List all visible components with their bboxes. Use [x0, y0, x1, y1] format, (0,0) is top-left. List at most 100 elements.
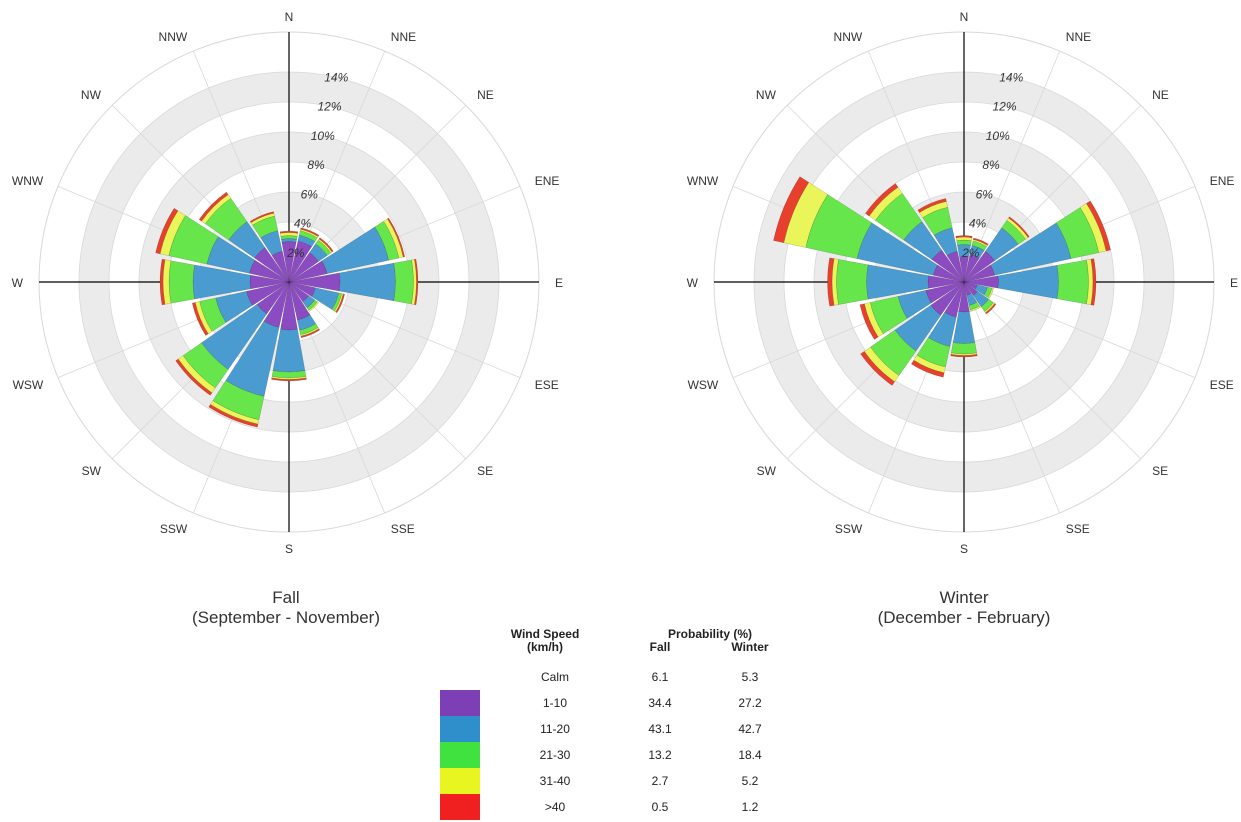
legend-color-swatch [440, 716, 480, 742]
wedge-ssw-31-40 [913, 354, 946, 374]
legend-row: >40 0.5 1.2 [430, 794, 790, 820]
wedge-nw-21-30 [874, 192, 923, 241]
wedge-ne-gt40 [318, 237, 334, 253]
wedge-e-gt40 [414, 258, 419, 306]
direction-label-e: E [1230, 276, 1238, 290]
legend-speed-cell: Calm [540, 670, 569, 684]
legend-winter-value: 18.4 [738, 748, 762, 762]
legend-speed-cell: 21-30 [539, 748, 571, 762]
wedge-nnw-11-20 [260, 230, 283, 256]
legend-row: 1-10 34.4 27.2 [430, 690, 790, 716]
wedge-ssw-gt40 [208, 404, 259, 428]
wedge-nnw-11-20 [933, 227, 958, 256]
legend-row: 21-30 13.2 18.4 [430, 742, 790, 768]
direction-label-wsw: WSW [13, 378, 44, 392]
wedge-nw-31-40 [868, 186, 903, 221]
direction-label-wnw: WNW [12, 174, 44, 188]
wedge-nw-31-40 [201, 194, 232, 225]
legend-row: 11-20 43.1 42.7 [430, 716, 790, 742]
wedge-ssw-gt40 [910, 359, 945, 378]
wedge-ene-gt40 [387, 217, 406, 258]
legend-fall-header: Fall [649, 640, 671, 654]
wedge-n-11-20 [957, 244, 971, 258]
radial-tick-label: 6% [976, 187, 994, 201]
wedge-nne-21-30 [971, 240, 988, 251]
wedge-sw-21-30 [182, 342, 229, 389]
wedge-nne-21-30 [298, 230, 318, 242]
direction-label-sw: SW [82, 464, 102, 478]
direction-label-w: W [687, 276, 699, 290]
wedge-nnw-gt40 [917, 198, 947, 213]
wedge-se-31-40 [308, 301, 319, 312]
direction-label-sse: SSE [1066, 522, 1090, 536]
wedge-wsw-31-40 [864, 302, 884, 338]
wedge-ene-21-30 [1055, 207, 1100, 259]
direction-spoke [963, 281, 1061, 514]
legend-fall-value: 2.7 [651, 774, 669, 788]
legend-color-swatch [440, 742, 480, 768]
wedge-sse-gt40 [300, 328, 321, 338]
legend-color-swatch [440, 794, 480, 820]
wedge-wnw-11-20 [856, 222, 938, 276]
winter-wind-rose: 2% 4% 6% 8% 10% 12% 14% N NNE NE ENE E ESE SE SSE S SSW S… [687, 10, 1238, 556]
wedge-s-31-40 [271, 376, 307, 380]
wedge-wsw-gt40 [859, 303, 879, 340]
legend-speed-header-line1: Wind Speed [510, 627, 580, 641]
wedge-ese-11-20 [975, 284, 988, 296]
legend-row: Calm 6.1 5.3 [430, 664, 790, 690]
direction-label-nnw: NNW [159, 30, 188, 44]
direction-label-nne: NNE [1066, 30, 1091, 44]
wedge-ssw-21-30 [916, 337, 951, 368]
wedge-sw-gt40 [175, 358, 213, 396]
direction-label-nw: NW [756, 88, 777, 102]
wedge-s-1-10 [280, 281, 298, 331]
direction-label-n: N [285, 10, 294, 24]
legend-winter-value: 5.3 [741, 670, 759, 684]
direction-label-sse: SSE [391, 522, 415, 536]
radial-tick-label: 2% [286, 246, 305, 260]
wedge-w-31-40 [162, 259, 172, 305]
direction-label-w: W [12, 276, 24, 290]
wedge-n-gt40 [955, 235, 973, 239]
wedge-n-31-40 [279, 232, 299, 237]
wedge-wsw-21-30 [869, 296, 908, 335]
wedge-wnw-31-40 [159, 210, 186, 257]
direction-label-e: E [555, 276, 563, 290]
wedge-nw-gt40 [198, 191, 229, 222]
legend-winter-value: 27.2 [738, 696, 762, 710]
wedge-sse-31-40 [969, 305, 981, 312]
direction-label-ene: ENE [1210, 174, 1235, 188]
direction-label-se: SE [1152, 464, 1168, 478]
direction-label-wsw: WSW [688, 378, 719, 392]
wedge-w-gt40 [827, 257, 835, 307]
legend-speed-header: Wind Speed (km/h) [485, 628, 605, 654]
wedge-nw-11-20 [903, 221, 943, 261]
direction-spoke [288, 281, 467, 460]
legend-winter-value: 5.2 [741, 774, 759, 788]
winter-rose-caption: Winter (December - February) [784, 588, 1144, 628]
radial-tick-label: 10% [986, 129, 1010, 143]
direction-label-s: S [960, 542, 968, 556]
wedge-ene-gt40 [1086, 200, 1111, 252]
wedge-sw-11-20 [201, 303, 268, 370]
direction-label-ese: ESE [1210, 378, 1234, 392]
legend-speed-cell: >40 [544, 800, 566, 814]
wedge-wnw-gt40 [155, 207, 179, 255]
wedge-ese-gt40 [335, 293, 345, 314]
wedge-nne-gt40 [300, 227, 320, 237]
radial-tick-label: 8% [307, 158, 325, 172]
direction-label-ese: ESE [535, 378, 559, 392]
wedge-s-31-40 [950, 352, 978, 356]
wedge-e-21-30 [1056, 259, 1089, 305]
legend-fall-value: 13.2 [648, 748, 672, 762]
wedge-ne-11-20 [309, 243, 328, 262]
legend-row: 31-40 2.7 5.2 [430, 768, 790, 794]
wedge-ne-gt40 [1008, 216, 1030, 238]
wedge-wsw-11-20 [215, 290, 253, 323]
wedge-w-21-30 [168, 260, 195, 304]
direction-label-nnw: NNW [834, 30, 863, 44]
legend-fall-value: 34.4 [648, 696, 672, 710]
direction-label-ene: ENE [535, 174, 560, 188]
wedge-n-21-30 [280, 235, 298, 240]
